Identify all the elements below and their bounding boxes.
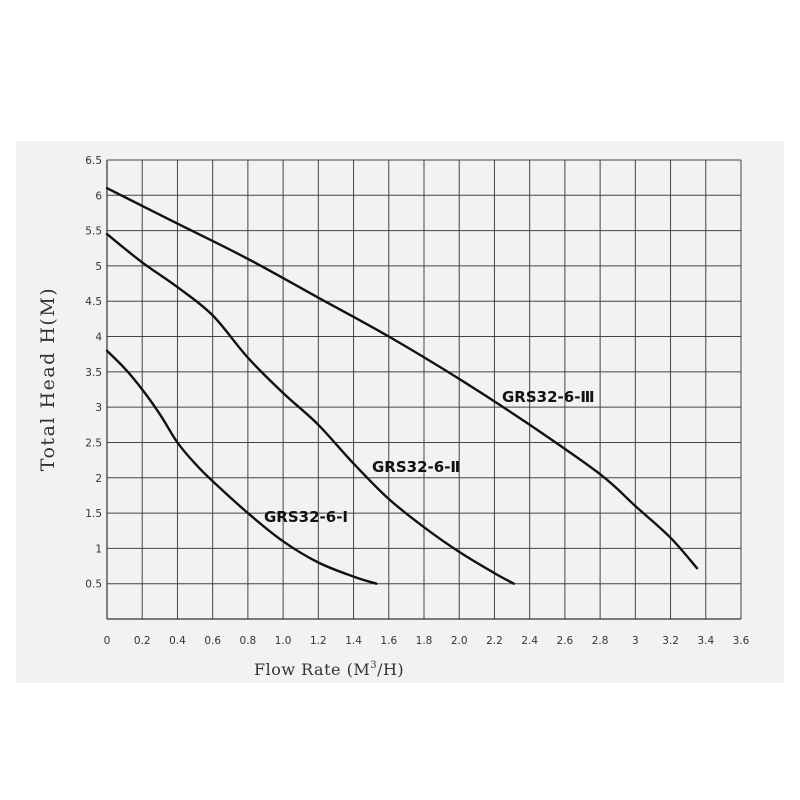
series-line-1 [105,349,378,585]
x-tick-label: 2.2 [486,635,503,647]
x-tick-label: 0.4 [169,635,186,647]
series-line-2 [105,232,515,585]
x-tick-label: 3 [632,635,639,647]
y-axis-title: Total Head H(M) [37,287,59,471]
y-tick-label: 0.5 [85,579,102,591]
y-tick-label: 6 [95,190,102,202]
y-tick-label: 5.5 [85,226,102,238]
x-tick-label: 1.6 [380,635,397,647]
y-tick-label: 3 [95,402,102,414]
series-label-2: GRS32-6-Ⅱ [372,458,460,476]
x-tick-label: 0.6 [204,635,221,647]
x-tick-label: 1.0 [275,635,292,647]
x-axis-title: Flow Rate (M3/H) [254,660,404,679]
series-label-1: GRS32-6-Ⅰ [264,508,348,526]
y-tick-label: 4.5 [85,296,102,308]
grid [106,159,742,619]
x-tick-label: 1.8 [416,635,433,647]
x-tick-label: 3.6 [733,635,750,647]
x-tick-label: 3.2 [662,635,679,647]
y-tick-label: 2 [95,473,102,485]
axes: 0 0.2 0.4 0.6 0.8 1.0 1.2 1.4 1.6 1.8 2.0 2.2 2.4 2.6… [85,155,749,647]
x-tick-label: 2.0 [451,635,468,647]
x-tick-label: 1.4 [345,635,362,647]
x-tick-label: 2.6 [557,635,574,647]
y-tick-label: 6.5 [85,155,102,167]
y-tick-label: 4 [95,332,102,344]
labels: GRS32-6-Ⅰ GRS32-6-Ⅱ GRS32-6-Ⅲ [264,388,595,526]
x-tick-label: 3.4 [697,635,714,647]
y-tick-label: 3.5 [85,367,102,379]
x-tick-label: 2.8 [592,635,609,647]
y-tick-label: 5 [95,261,102,273]
chart-panel: 0 0.2 0.4 0.6 0.8 1.0 1.2 1.4 1.6 1.8 2.0 2.2 2.4 2.6… [16,141,784,683]
y-tick-label: 1 [95,543,102,555]
x-tick-label: 0 [104,635,111,647]
x-tick-label: 1.2 [310,635,327,647]
x-tick-label: 2.4 [521,635,538,647]
y-tick-label: 1.5 [85,508,102,520]
y-tick-label: 2.5 [85,437,102,449]
curves [105,187,699,585]
x-tick-label: 0.8 [240,635,257,647]
series-label-3: GRS32-6-Ⅲ [502,388,595,406]
x-tick-label: 0.2 [134,635,151,647]
pump-curve-chart: 0 0.2 0.4 0.6 0.8 1.0 1.2 1.4 1.6 1.8 2.0 2.2 2.4 2.6… [37,155,750,679]
series-line-3 [105,187,699,570]
